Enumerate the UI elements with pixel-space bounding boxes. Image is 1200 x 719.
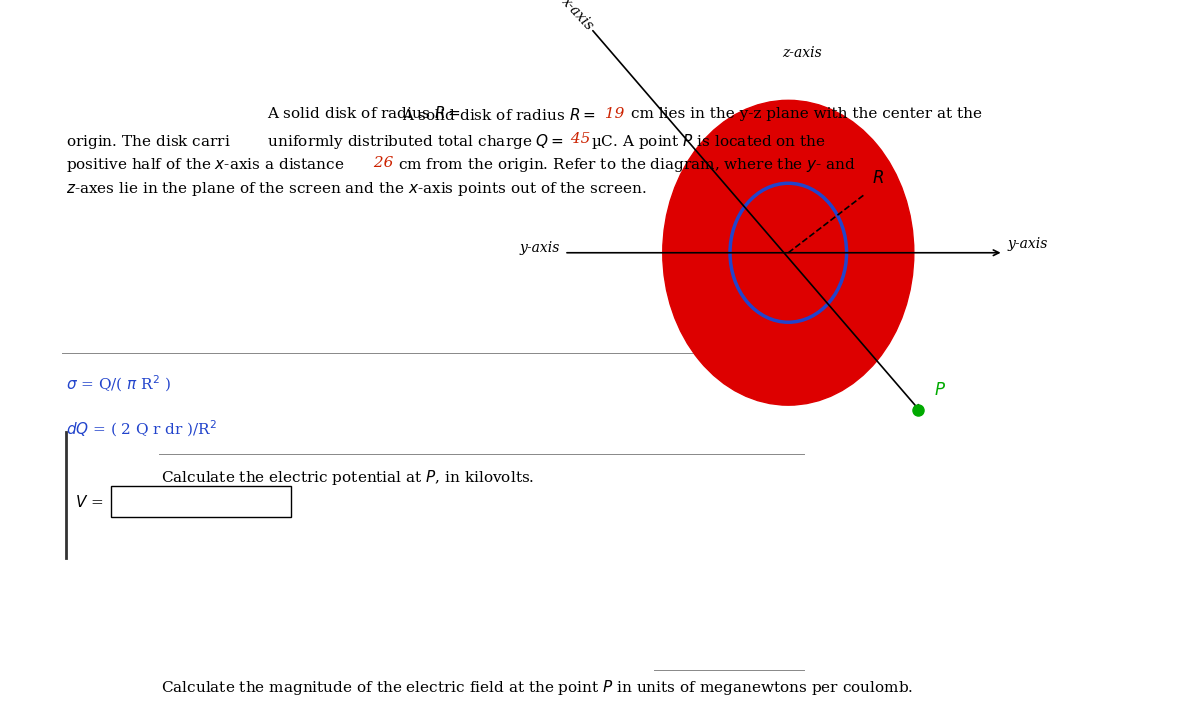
Text: 26: 26	[368, 156, 398, 170]
Text: $R$: $R$	[871, 170, 883, 187]
FancyBboxPatch shape	[112, 486, 290, 517]
Text: y-axis: y-axis	[520, 242, 559, 255]
Text: $dQ$ = ( 2 Q r dr )/R$^2$: $dQ$ = ( 2 Q r dr )/R$^2$	[66, 418, 217, 439]
Text: x-axis: x-axis	[559, 0, 596, 33]
Text: z-axis: z-axis	[782, 46, 822, 60]
Text: cm from the origin. Refer to the diagram, where the $y$- and: cm from the origin. Refer to the diagram…	[398, 156, 857, 174]
Text: $\sigma$ = Q/( $\pi$ R$^2$ ): $\sigma$ = Q/( $\pi$ R$^2$ )	[66, 374, 172, 394]
Text: cm lies in the y-z plane with the center at the: cm lies in the y-z plane with the center…	[631, 107, 983, 122]
Text: origin. The disk carri        uniformly distributed total charge $Q =$: origin. The disk carri uniformly distrib…	[66, 132, 569, 151]
Text: $z$-axes lie in the plane of the screen and the $x$-axis points out of the scree: $z$-axes lie in the plane of the screen …	[66, 180, 647, 198]
Text: positive half of the $x$-axis a distance: positive half of the $x$-axis a distance	[66, 156, 346, 174]
Text: $P$: $P$	[935, 382, 947, 399]
Text: A solid disk of radius $R =$: A solid disk of radius $R =$	[268, 105, 466, 121]
Text: y-axis: y-axis	[1008, 237, 1049, 251]
Ellipse shape	[662, 101, 914, 406]
Text: 19: 19	[600, 107, 629, 122]
Text: Calculate the magnitude of the electric field at the point $P$ in units of megan: Calculate the magnitude of the electric …	[161, 677, 913, 697]
Text: 45: 45	[566, 132, 595, 146]
Text: A solid disk of radius $R =$: A solid disk of radius $R =$	[402, 107, 600, 124]
Text: $V$ =: $V$ =	[76, 494, 104, 510]
Text: Calculate the electric potential at $P$, in kilovolts.: Calculate the electric potential at $P$,…	[161, 468, 534, 487]
Text: µC. A point $P$ is located on the: µC. A point $P$ is located on the	[592, 132, 826, 151]
